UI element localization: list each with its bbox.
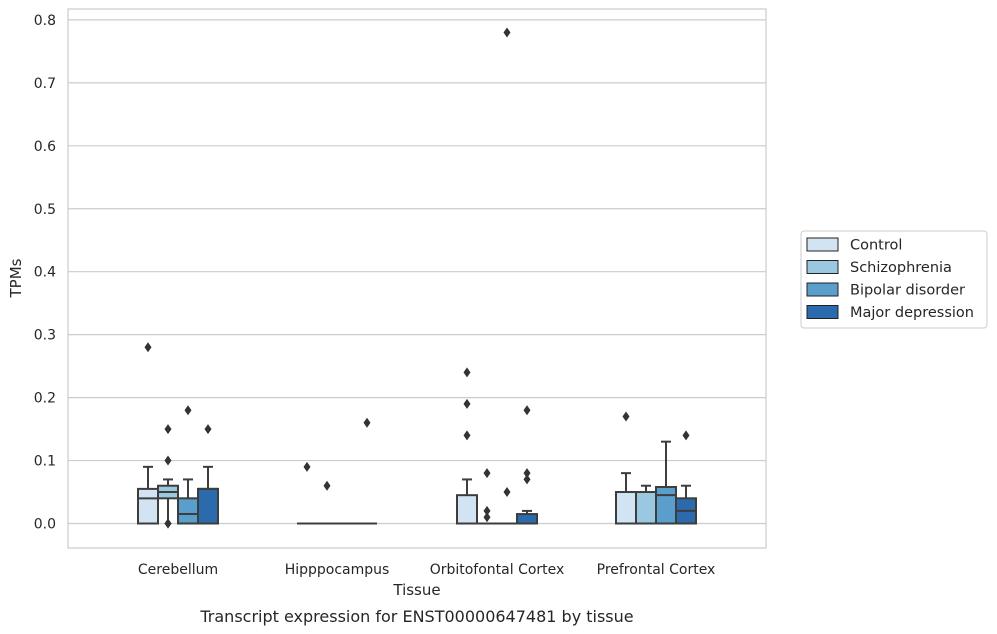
x-tick-label: Cerebellum (138, 562, 218, 578)
y-gridlines (68, 19, 766, 525)
box-group (516, 405, 538, 525)
legend-swatch (806, 282, 839, 297)
box-group (655, 440, 677, 525)
box-group (635, 484, 657, 525)
box-group (317, 480, 337, 525)
outlier-point (622, 411, 630, 422)
box-group (357, 417, 377, 525)
y-tick-label: 0.5 (34, 202, 56, 218)
y-tick-label: 0.4 (34, 265, 56, 281)
outlier-point (463, 430, 471, 441)
outlier-point (184, 405, 192, 416)
outlier-point (503, 27, 511, 38)
box (197, 487, 219, 525)
outlier-point (144, 342, 152, 353)
outlier-point (523, 405, 531, 416)
x-tick-label: Orbitofontal Cortex (430, 562, 565, 578)
x-tick-labels: Cerebellum Hipppocampus Orbitofontal Corte… (138, 562, 715, 578)
box-group (456, 367, 478, 525)
y-tick-labels: 0.0 0.1 0.2 0.3 0.4 0.5 0.6 0.7 0.8 (34, 13, 56, 533)
legend-swatch (806, 305, 839, 319)
box-groups (137, 27, 697, 529)
y-tick-label: 0.1 (34, 454, 56, 470)
legend-label: Bipolar disorder (850, 283, 965, 299)
outlier-point (303, 461, 311, 472)
legend-label: Control (850, 238, 902, 254)
outlier-point (503, 487, 511, 498)
box-group (157, 424, 179, 529)
box (137, 487, 159, 525)
outlier-point (164, 455, 172, 466)
y-tick-label: 0.3 (34, 328, 56, 344)
x-tick-label: Prefrontal Cortex (597, 562, 716, 578)
box-group (177, 405, 199, 525)
legend-frame (800, 230, 988, 329)
y-tick-label: 0.8 (34, 13, 56, 29)
outlier-point (483, 468, 491, 479)
outlier-point (463, 398, 471, 409)
outlier-point (483, 512, 491, 523)
outlier-point (483, 505, 491, 516)
box (177, 497, 199, 525)
y-tick-label: 0.6 (34, 139, 56, 155)
legend-swatch (806, 237, 839, 252)
box (655, 485, 677, 525)
outlier-point (363, 417, 371, 428)
box-group (615, 411, 637, 525)
y-tick-label: 0.0 (34, 517, 56, 533)
legend-label: Schizophrenia (850, 260, 952, 276)
legend-label: Major depression (850, 305, 974, 321)
outlier-point (463, 367, 471, 378)
box-group (477, 468, 497, 525)
chart-caption: Transcript expression for ENST0000064748… (199, 607, 633, 626)
legend: Control Schizophrenia Bipolar disorder Majo… (800, 230, 988, 329)
outlier-point (204, 424, 212, 435)
box (635, 491, 657, 525)
outlier-point (523, 468, 531, 479)
box (516, 513, 538, 525)
plot-frame (67, 8, 767, 549)
y-axis-title: TPMs (7, 258, 25, 298)
x-tick-label: Hipppocampus (285, 562, 390, 578)
box-group (137, 342, 159, 525)
x-axis-title: Tissue (392, 581, 440, 599)
outlier-point (164, 424, 172, 435)
box (456, 494, 478, 525)
y-tick-label: 0.7 (34, 76, 56, 92)
y-tick-label: 0.2 (34, 391, 56, 407)
outlier-point (164, 518, 172, 529)
box (615, 491, 637, 525)
outlier-point (523, 474, 531, 485)
box-group (297, 461, 317, 525)
box-group (497, 27, 517, 525)
outlier-point (323, 480, 331, 491)
outlier-point (682, 430, 690, 441)
legend-swatch (806, 260, 839, 274)
box-group (197, 424, 219, 525)
box-group (675, 430, 697, 525)
